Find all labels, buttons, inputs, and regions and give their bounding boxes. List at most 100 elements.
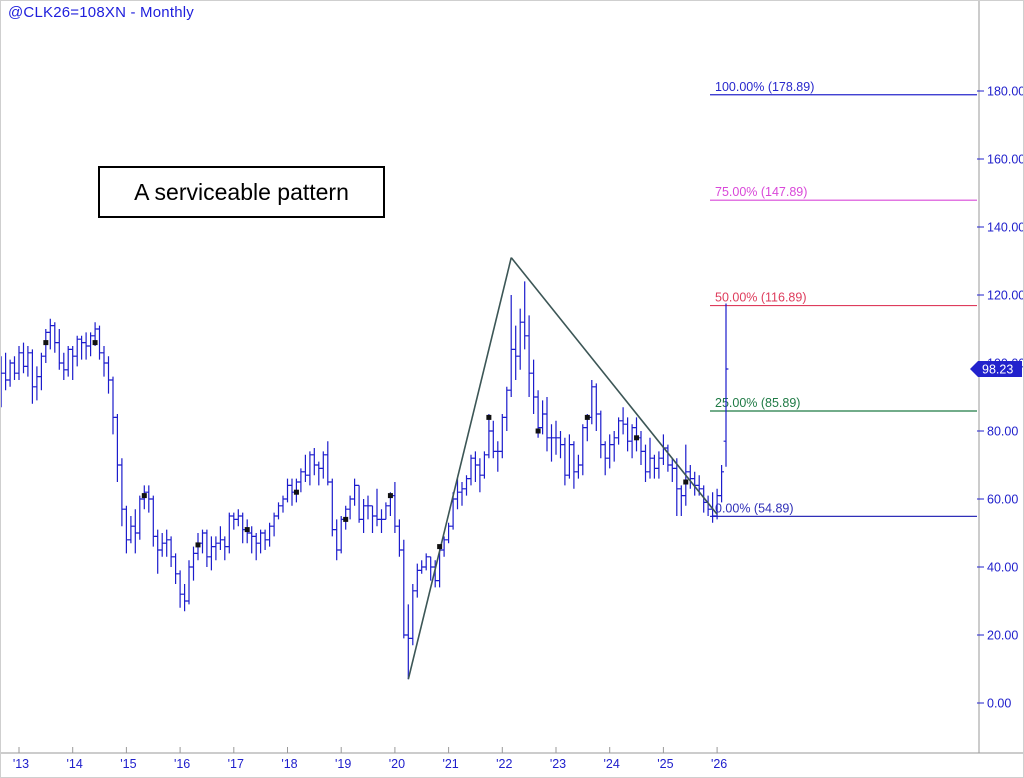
ohlc-bar <box>401 539 407 639</box>
ohlc-bar <box>21 342 26 374</box>
ohlc-bar <box>222 536 228 561</box>
ohlc-bar <box>611 431 617 462</box>
fib-label-0: 0.00% (54.89) <box>715 501 794 515</box>
ohlc-bar <box>410 584 416 646</box>
y-axis-label: 0.00 <box>987 697 1011 711</box>
y-axis-label: 140.00 <box>987 221 1024 235</box>
ohlc-bar <box>397 519 402 557</box>
ohlc-bar <box>30 349 35 404</box>
ohlc-bar <box>423 553 429 571</box>
ohlc-bar <box>553 420 559 455</box>
ohlc-bar <box>1 356 4 408</box>
ohlc-bar <box>629 424 635 459</box>
ohlc-bar <box>79 335 84 360</box>
x-axis-year-label: '18 <box>281 757 297 771</box>
y-axis-label: 180.00 <box>987 85 1024 99</box>
y-axis-label: 160.00 <box>987 153 1024 167</box>
ohlc-bar <box>643 444 648 482</box>
trendline-2[interactable] <box>510 257 718 515</box>
ohlc-bar <box>34 366 40 401</box>
ohlc-bar <box>482 451 487 479</box>
ohlc-bar <box>522 281 528 350</box>
ohlc-bar <box>204 529 210 567</box>
ohlc-bar <box>280 495 286 513</box>
square-marker <box>683 479 689 485</box>
trendline-1[interactable] <box>407 257 513 680</box>
annotation-box[interactable]: A serviceable pattern <box>98 166 385 218</box>
ohlc-bar <box>365 495 371 520</box>
ohlc-bar <box>271 512 277 537</box>
ohlc-bar <box>61 352 67 380</box>
ohlc-bar <box>240 512 246 544</box>
ohlc-bar <box>231 512 237 530</box>
ohlc-bar <box>428 556 434 581</box>
square-marker <box>437 544 443 550</box>
ohlc-bar <box>432 560 438 588</box>
chart-symbol-title: @CLK26=108XN - Monthly <box>8 4 194 21</box>
x-axis-year-label: '15 <box>120 757 136 771</box>
ohlc-bar <box>441 536 447 557</box>
ohlc-bar <box>446 522 451 544</box>
ohlc-bar <box>567 434 572 479</box>
ohlc-bar <box>329 478 335 537</box>
ohlc-bar <box>173 553 178 584</box>
trendlines[interactable] <box>407 257 718 680</box>
fib-label-100: 100.00% (178.89) <box>715 80 814 94</box>
price-bars <box>1 281 729 680</box>
fib-retracement-tool[interactable]: 100.00% (178.89) 75.00% (147.89) 50.00% (1… <box>710 80 977 517</box>
ohlc-bar <box>39 352 44 391</box>
square-marker <box>244 527 250 533</box>
ohlc-bar <box>625 417 630 452</box>
price-tag-shape <box>970 361 1022 378</box>
ohlc-bar <box>186 560 192 605</box>
ohlc-bar <box>119 458 125 527</box>
ohlc-bar <box>549 424 554 462</box>
ohlc-bar <box>182 584 187 612</box>
ohlc-bar <box>74 335 80 367</box>
square-marker <box>343 516 349 522</box>
ohlc-bar <box>656 451 662 479</box>
ohlc-bar <box>168 536 174 567</box>
square-marker <box>634 435 640 441</box>
ohlc-bar <box>115 414 120 482</box>
fib-label-50: 50.00% (116.89) <box>715 291 807 305</box>
square-marker <box>43 340 49 346</box>
ohlc-bar <box>459 482 465 506</box>
ohlc-bar <box>110 376 116 435</box>
ohlc-bar <box>25 346 31 377</box>
ohlc-bar <box>311 448 317 476</box>
ohlc-bar <box>464 475 469 496</box>
ohlc-bar <box>338 516 344 554</box>
ohlc-bar <box>97 325 102 360</box>
y-axis-label: 20.00 <box>987 629 1018 643</box>
ohlc-bar <box>669 458 675 482</box>
square-marker <box>195 542 201 548</box>
ohlc-bar <box>316 461 322 486</box>
ohlc-bar <box>392 482 398 533</box>
ohlc-bar <box>719 465 724 503</box>
ohlc-bar <box>473 451 478 482</box>
ohlc-bar <box>83 332 89 360</box>
y-axis-label: 60.00 <box>987 493 1018 507</box>
x-axis-year-label: '21 <box>442 757 458 771</box>
x-axis-year-label: '14 <box>67 757 83 771</box>
ohlc-bar <box>361 499 366 533</box>
ohlc-bar <box>191 546 196 581</box>
ohlc-bar <box>486 414 492 459</box>
ohlc-bar <box>495 441 501 472</box>
ohlc-bar <box>177 570 183 608</box>
ohlc-bar <box>137 495 143 540</box>
ohlc-bar <box>499 414 505 459</box>
x-axis-year-label: '24 <box>604 757 620 771</box>
y-axis: 180.00160.00140.00120.00100.0080.0060.00… <box>977 85 1024 711</box>
ohlc-bar <box>262 529 268 550</box>
ohlc-bar <box>544 397 550 452</box>
square-marker <box>486 414 492 420</box>
ohlc-bar <box>562 437 568 486</box>
ohlc-bar <box>155 529 161 574</box>
fib-label-25: 25.00% (85.89) <box>715 396 800 410</box>
ohlc-bar <box>47 318 53 350</box>
ohlc-bar <box>593 383 599 431</box>
